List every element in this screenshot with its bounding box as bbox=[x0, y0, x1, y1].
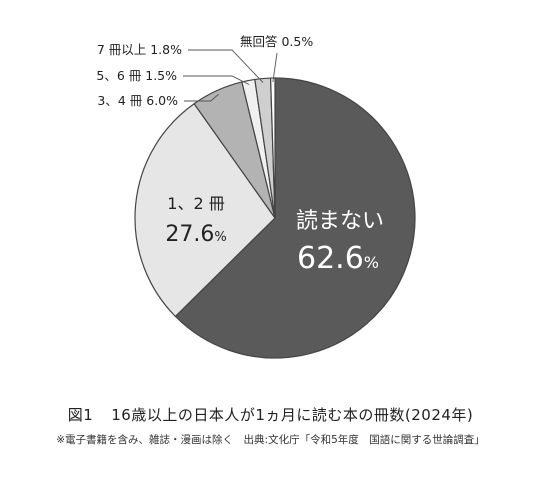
leader-line-three_four bbox=[184, 93, 219, 102]
slice-label-seven_plus: 7 冊以上 1.8% bbox=[97, 42, 182, 57]
pie-slices bbox=[134, 77, 416, 359]
source-note: ※電子書籍を含み、雑誌・漫画は除く 出典:文化庁「令和5年度 国語に関する世論調… bbox=[56, 434, 485, 446]
figure-title: 16歳以上の日本人が1ヵ月に読む本の冊数(2024年) bbox=[111, 406, 474, 424]
figure-number: 図1 bbox=[67, 406, 94, 424]
slice-label-one_two: 1、2 冊 bbox=[167, 194, 224, 213]
leader-line-no_answer bbox=[272, 52, 278, 83]
pie-slice-none bbox=[174, 77, 416, 359]
slice-label-none: 読まない bbox=[296, 209, 384, 234]
leader-line-five_six bbox=[183, 75, 250, 85]
pie-labels: 読まない 62.6% 1、2 冊 27.6% 3、4 冊 6.0% 5、6 冊 1.5% 7… bbox=[96, 34, 384, 276]
leader-line-seven_plus bbox=[188, 49, 264, 83]
figure-caption: 図1 16歳以上の日本人が1ヵ月に読む本の冊数(2024年) bbox=[0, 404, 541, 425]
slice-value-none: 62.6% bbox=[297, 241, 379, 276]
slice-label-five_six: 5、6 冊 1.5% bbox=[96, 68, 177, 83]
pie-slice-no_answer bbox=[269, 77, 276, 219]
slice-label-three_four: 3、4 冊 6.0% bbox=[97, 93, 178, 108]
slice-label-no_answer: 無回答 0.5% bbox=[240, 34, 313, 49]
pie-slice-one_two bbox=[134, 102, 276, 318]
slice-value-one_two: 27.6% bbox=[165, 222, 226, 247]
pie-chart: 読まない 62.6% 1、2 冊 27.6% 3、4 冊 6.0% 5、6 冊 1.5% 7… bbox=[96, 34, 416, 359]
